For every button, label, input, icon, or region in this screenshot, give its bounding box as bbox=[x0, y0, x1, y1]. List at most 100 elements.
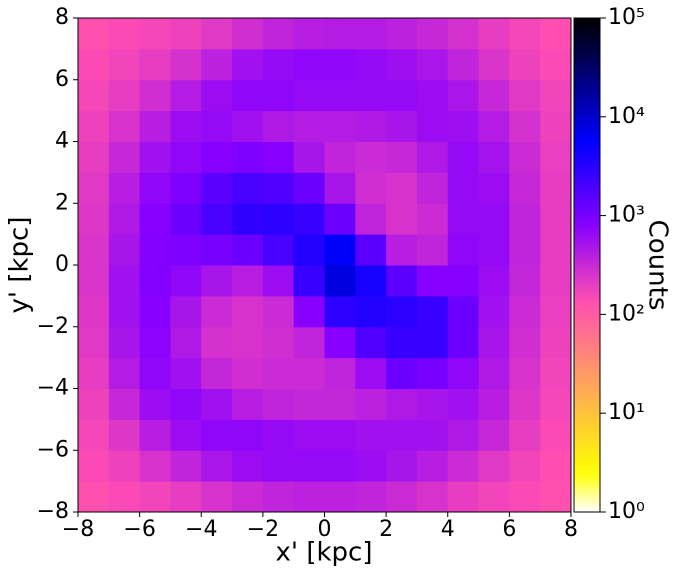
heatmap-cell bbox=[78, 481, 110, 513]
heatmap-cell bbox=[232, 326, 264, 359]
heatmap-cell bbox=[324, 110, 356, 142]
x-tick-label: 8 bbox=[564, 517, 578, 542]
heatmap-cell bbox=[540, 141, 572, 173]
heatmap-cell bbox=[355, 110, 387, 142]
heatmap-cell bbox=[416, 48, 449, 81]
heatmap-cell bbox=[540, 265, 572, 297]
x-tick-label: 4 bbox=[441, 517, 455, 542]
heatmap-cell bbox=[262, 110, 295, 142]
heatmap-cell bbox=[108, 450, 141, 482]
heatmap-cell bbox=[108, 110, 141, 142]
heatmap-cell bbox=[447, 388, 480, 420]
y-tick-label: 2 bbox=[55, 190, 69, 215]
heatmap-cell bbox=[416, 357, 449, 389]
heatmap-cell bbox=[262, 79, 295, 112]
heatmap-cell bbox=[108, 295, 141, 328]
heatmap-cell bbox=[293, 79, 325, 112]
heatmap-cell bbox=[355, 326, 387, 359]
heatmap-cell bbox=[478, 265, 510, 297]
heatmap-cell bbox=[170, 110, 202, 142]
heatmap-cell bbox=[509, 48, 541, 81]
heatmap-cell bbox=[108, 203, 141, 235]
heatmap-cell bbox=[386, 265, 418, 297]
heatmap-cell bbox=[509, 18, 541, 50]
heatmap-cell bbox=[416, 419, 449, 451]
heatmap-cell bbox=[78, 265, 110, 297]
heatmap-cell bbox=[232, 357, 264, 389]
heatmap-cell bbox=[447, 295, 480, 328]
heatmap-cell bbox=[232, 450, 264, 482]
heatmap-cell bbox=[170, 481, 202, 513]
heatmap-cell bbox=[78, 388, 110, 420]
colorbar-label: Counts bbox=[643, 220, 673, 311]
heatmap-cell bbox=[170, 234, 202, 266]
heatmap-cell bbox=[232, 265, 264, 297]
colorbar-tick-label: 10⁰ bbox=[608, 499, 645, 524]
heatmap-cell bbox=[139, 234, 171, 266]
heatmap-cell bbox=[386, 141, 418, 173]
x-tick-label: −6 bbox=[123, 517, 155, 542]
heatmap-cell bbox=[386, 326, 418, 359]
heatmap-cell bbox=[201, 419, 233, 451]
heatmap-cell bbox=[355, 141, 387, 173]
heatmap-cell bbox=[386, 234, 418, 266]
heatmap-cell bbox=[540, 79, 572, 112]
heatmap-cell bbox=[232, 110, 264, 142]
heatmap-cell bbox=[78, 357, 110, 389]
heatmap-cell bbox=[293, 141, 325, 173]
heatmap-cell bbox=[201, 357, 233, 389]
y-tick-label: 0 bbox=[55, 252, 69, 277]
heatmap-cell bbox=[293, 357, 325, 389]
heatmap-cell bbox=[262, 326, 295, 359]
heatmap-cell bbox=[386, 79, 418, 112]
heatmap-cell bbox=[232, 18, 264, 50]
heatmap-cell bbox=[232, 419, 264, 451]
colorbar-tick-label: 10³ bbox=[608, 203, 645, 228]
x-axis-label: x' [kpc] bbox=[276, 538, 373, 568]
heatmap-cell bbox=[478, 450, 510, 482]
heatmap-cell bbox=[509, 79, 541, 112]
heatmap-cell bbox=[509, 110, 541, 142]
heatmap-cell bbox=[478, 357, 510, 389]
heatmap-cell bbox=[509, 388, 541, 420]
heatmap-cell bbox=[201, 481, 233, 513]
heatmap-cell bbox=[478, 172, 510, 204]
heatmap-cell bbox=[108, 48, 141, 81]
heatmap-cell bbox=[170, 419, 202, 451]
y-tick-label: −2 bbox=[37, 314, 69, 339]
heatmap-cell bbox=[386, 419, 418, 451]
heatmap-cell bbox=[232, 234, 264, 266]
heatmap-cell bbox=[78, 141, 110, 173]
heatmap-cell bbox=[293, 48, 325, 81]
heatmap-cell bbox=[355, 48, 387, 81]
heatmap-cell bbox=[78, 234, 110, 266]
heatmap-cell bbox=[509, 419, 541, 451]
heatmap-cell bbox=[108, 326, 141, 359]
heatmap-cell bbox=[108, 481, 141, 513]
heatmap-cell bbox=[139, 110, 171, 142]
heatmap-cell bbox=[478, 234, 510, 266]
heatmap-cell bbox=[139, 357, 171, 389]
heatmap-cell bbox=[232, 172, 264, 204]
heatmap-cell bbox=[201, 172, 233, 204]
heatmap-cell bbox=[355, 419, 387, 451]
heatmap-cell bbox=[139, 265, 171, 297]
heatmap-cell bbox=[78, 110, 110, 142]
heatmap-cell bbox=[478, 481, 510, 513]
heatmap-cell bbox=[540, 172, 572, 204]
heatmap-cell bbox=[139, 172, 171, 204]
colorbar-tick-label: 10² bbox=[608, 301, 645, 326]
heatmap-cell bbox=[324, 234, 356, 266]
heatmap-cell bbox=[108, 141, 141, 173]
y-axis-label: y' [kpc] bbox=[5, 217, 35, 314]
x-tick-label: 2 bbox=[379, 517, 393, 542]
heatmap-cell bbox=[324, 419, 356, 451]
colorbar-tick-label: 10⁵ bbox=[608, 5, 645, 30]
heatmap-cell bbox=[540, 18, 572, 50]
heatmap-cell bbox=[293, 326, 325, 359]
heatmap-cell bbox=[170, 295, 202, 328]
heatmap-cell bbox=[540, 295, 572, 328]
heatmap-cell bbox=[416, 172, 449, 204]
heatmap-cell bbox=[293, 450, 325, 482]
heatmap-cell bbox=[386, 481, 418, 513]
